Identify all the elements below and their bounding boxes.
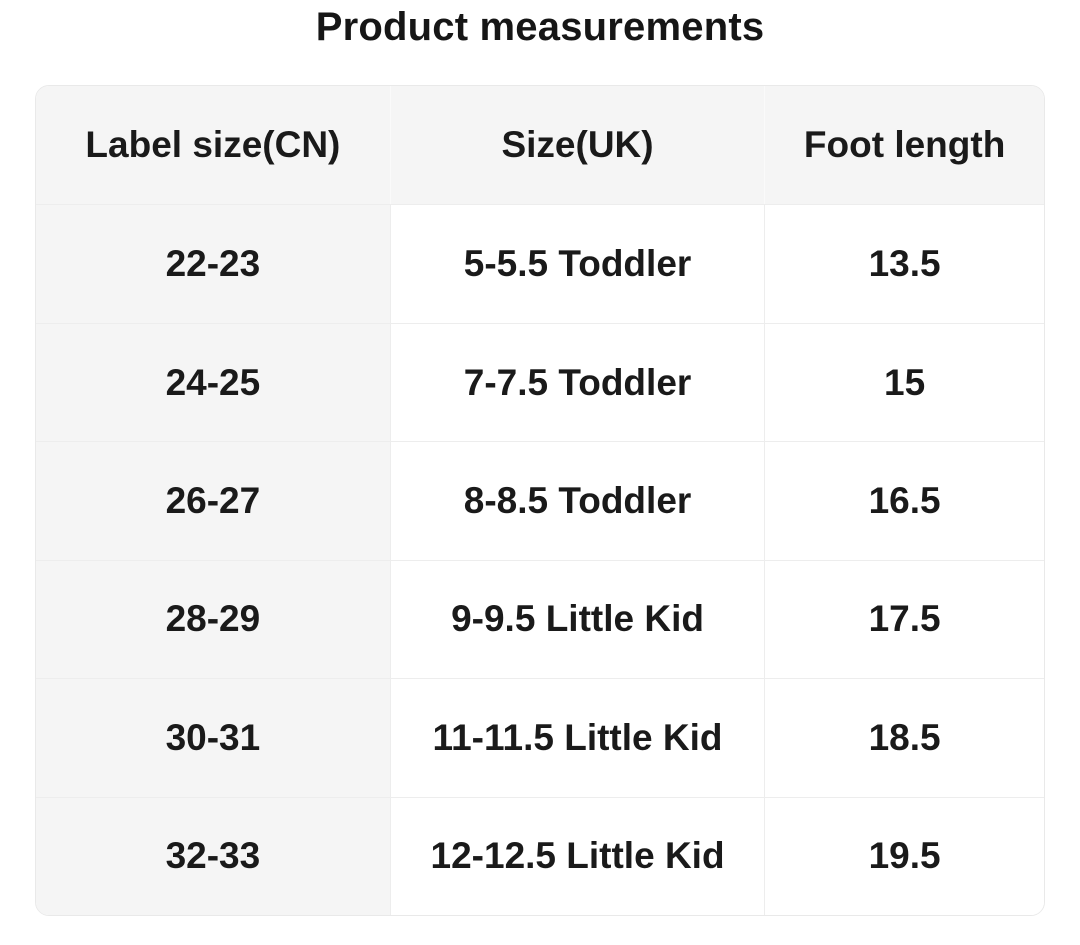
cell-foot-length: 16.5	[764, 441, 1044, 560]
cell-size-uk: 7-7.5 Toddler	[389, 322, 765, 442]
cell-label-size-cn: 22-23	[36, 204, 390, 323]
cell-label-size-cn: 32-33	[36, 796, 390, 915]
cell-label-size-cn: 28-29	[36, 559, 390, 679]
header-foot-length: Foot length	[764, 86, 1044, 205]
cell-foot-length: 15	[764, 322, 1044, 442]
cell-foot-length: 19.5	[764, 796, 1044, 915]
cell-size-uk: 8-8.5 Toddler	[389, 441, 765, 560]
header-size-uk: Size(UK)	[389, 86, 765, 205]
cell-foot-length: 17.5	[764, 559, 1044, 679]
cell-label-size-cn: 24-25	[36, 322, 390, 442]
cell-size-uk: 9-9.5 Little Kid	[389, 559, 765, 679]
page-title: Product measurements	[315, 5, 765, 49]
size-measurements-table: Label size(CN) Size(UK) Foot length 22-2…	[35, 85, 1045, 916]
cell-foot-length: 18.5	[764, 678, 1044, 797]
header-label-size-cn: Label size(CN)	[36, 86, 390, 205]
cell-size-uk: 5-5.5 Toddler	[389, 204, 765, 323]
cell-label-size-cn: 30-31	[36, 678, 390, 797]
cell-label-size-cn: 26-27	[36, 441, 390, 560]
cell-size-uk: 12-12.5 Little Kid	[389, 796, 765, 915]
cell-foot-length: 13.5	[764, 204, 1044, 323]
cell-size-uk: 11-11.5 Little Kid	[389, 678, 765, 797]
